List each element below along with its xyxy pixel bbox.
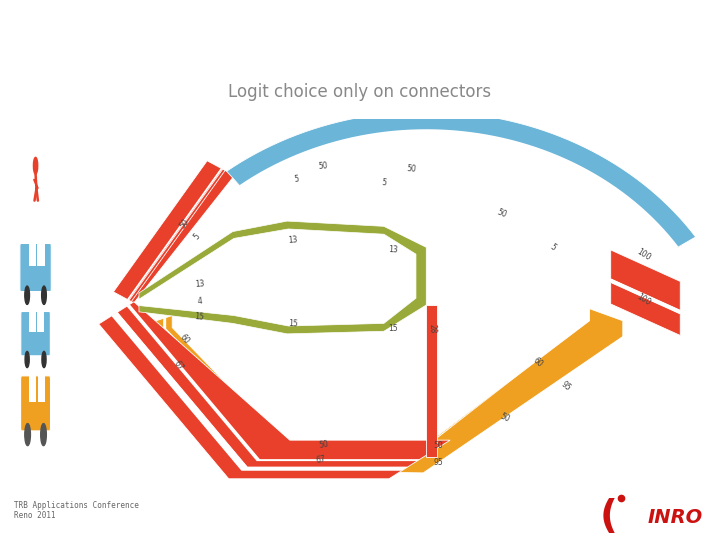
Text: 15: 15 xyxy=(388,324,397,333)
Text: 50: 50 xyxy=(318,440,329,450)
Text: 50: 50 xyxy=(495,207,508,219)
Text: 60: 60 xyxy=(531,356,545,369)
Text: 100: 100 xyxy=(636,247,652,263)
Text: 50: 50 xyxy=(406,164,416,173)
Text: 95: 95 xyxy=(559,380,572,393)
Text: 5: 5 xyxy=(192,232,202,241)
Text: TRB Applications Conference
Reno 2011: TRB Applications Conference Reno 2011 xyxy=(14,501,139,520)
Text: 5: 5 xyxy=(293,174,300,184)
Text: INRO: INRO xyxy=(648,508,703,527)
Bar xyxy=(38,372,45,402)
Bar xyxy=(37,308,45,332)
Circle shape xyxy=(33,157,37,174)
Text: 95: 95 xyxy=(433,458,444,467)
Text: 67: 67 xyxy=(172,359,185,372)
Polygon shape xyxy=(163,310,587,449)
Polygon shape xyxy=(139,221,426,334)
Polygon shape xyxy=(129,169,225,301)
Polygon shape xyxy=(237,126,682,248)
Text: 5: 5 xyxy=(381,178,387,187)
Circle shape xyxy=(42,286,46,305)
Circle shape xyxy=(24,423,30,446)
Text: 67: 67 xyxy=(315,455,326,465)
Text: Logit choice only on connectors: Logit choice only on connectors xyxy=(228,83,492,101)
Circle shape xyxy=(42,352,46,368)
Polygon shape xyxy=(132,309,623,473)
Text: 13: 13 xyxy=(388,245,398,255)
Text: 15: 15 xyxy=(194,312,204,322)
Text: (: ( xyxy=(600,498,617,536)
Polygon shape xyxy=(426,305,436,457)
Polygon shape xyxy=(127,168,222,300)
Text: 13: 13 xyxy=(194,279,204,289)
Text: 13: 13 xyxy=(288,235,298,245)
Polygon shape xyxy=(127,305,420,461)
FancyBboxPatch shape xyxy=(21,312,50,356)
Polygon shape xyxy=(611,250,680,310)
Bar xyxy=(29,372,35,402)
Bar xyxy=(29,238,36,266)
Circle shape xyxy=(24,286,30,305)
Circle shape xyxy=(25,352,30,368)
Polygon shape xyxy=(112,312,408,471)
Text: 50: 50 xyxy=(178,217,191,231)
Polygon shape xyxy=(117,302,450,467)
Polygon shape xyxy=(113,161,235,303)
Text: 15: 15 xyxy=(288,319,298,328)
Bar xyxy=(37,238,45,266)
Text: 50: 50 xyxy=(318,161,328,171)
FancyBboxPatch shape xyxy=(20,244,51,292)
Bar xyxy=(29,308,36,332)
FancyBboxPatch shape xyxy=(21,376,50,431)
Text: 50: 50 xyxy=(433,441,444,450)
Text: 5: 5 xyxy=(549,242,558,252)
Polygon shape xyxy=(99,312,408,479)
Polygon shape xyxy=(611,279,680,314)
Text: 100: 100 xyxy=(636,292,652,307)
Text: 50: 50 xyxy=(498,411,511,424)
Circle shape xyxy=(41,423,46,446)
Text: 4: 4 xyxy=(197,296,202,306)
Polygon shape xyxy=(611,282,680,335)
Text: 60: 60 xyxy=(178,333,191,346)
Text: Distribution of Flow – Increased Tram Time: Distribution of Flow – Increased Tram Ti… xyxy=(58,23,662,47)
Polygon shape xyxy=(239,129,678,249)
Polygon shape xyxy=(227,111,696,248)
Text: 28: 28 xyxy=(428,323,437,334)
